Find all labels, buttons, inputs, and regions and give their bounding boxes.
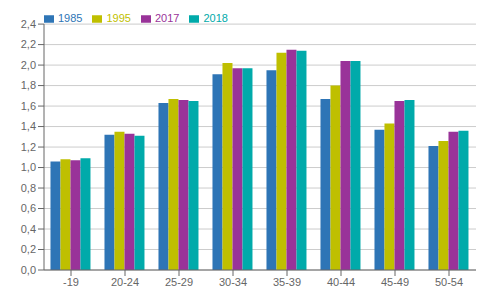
html-text:2017: 2017 (155, 12, 180, 24)
svg-text:0,2: 0,2 (21, 243, 36, 255)
svg-text:20-24: 20-24 (111, 276, 139, 288)
svg-text:2,0: 2,0 (21, 59, 36, 71)
svg-text:25-29: 25-29 (165, 276, 193, 288)
svg-text:0,6: 0,6 (21, 202, 36, 214)
svg-text:-19: -19 (63, 276, 79, 288)
svg-text:2,4: 2,4 (21, 18, 36, 30)
svg-text:1,8: 1,8 (21, 79, 36, 91)
svg-text:1,6: 1,6 (21, 100, 36, 112)
svg-text:40-44: 40-44 (327, 276, 355, 288)
svg-text:0,0: 0,0 (21, 264, 36, 276)
svg-text:45-49: 45-49 (381, 276, 409, 288)
svg-text:2,2: 2,2 (21, 38, 36, 50)
html-text:2018: 2018 (203, 12, 228, 24)
html-text:1995: 1995 (106, 12, 131, 24)
svg-text:0,4: 0,4 (21, 223, 36, 235)
svg-text:35-39: 35-39 (273, 276, 301, 288)
svg-text:1,4: 1,4 (21, 120, 36, 132)
svg-text:30-34: 30-34 (219, 276, 247, 288)
svg-text:1,2: 1,2 (21, 141, 36, 153)
html-text:1985: 1985 (58, 12, 83, 24)
svg-text:50-54: 50-54 (435, 276, 463, 288)
svg-text:0,8: 0,8 (21, 182, 36, 194)
svg-text:1,0: 1,0 (21, 161, 36, 173)
